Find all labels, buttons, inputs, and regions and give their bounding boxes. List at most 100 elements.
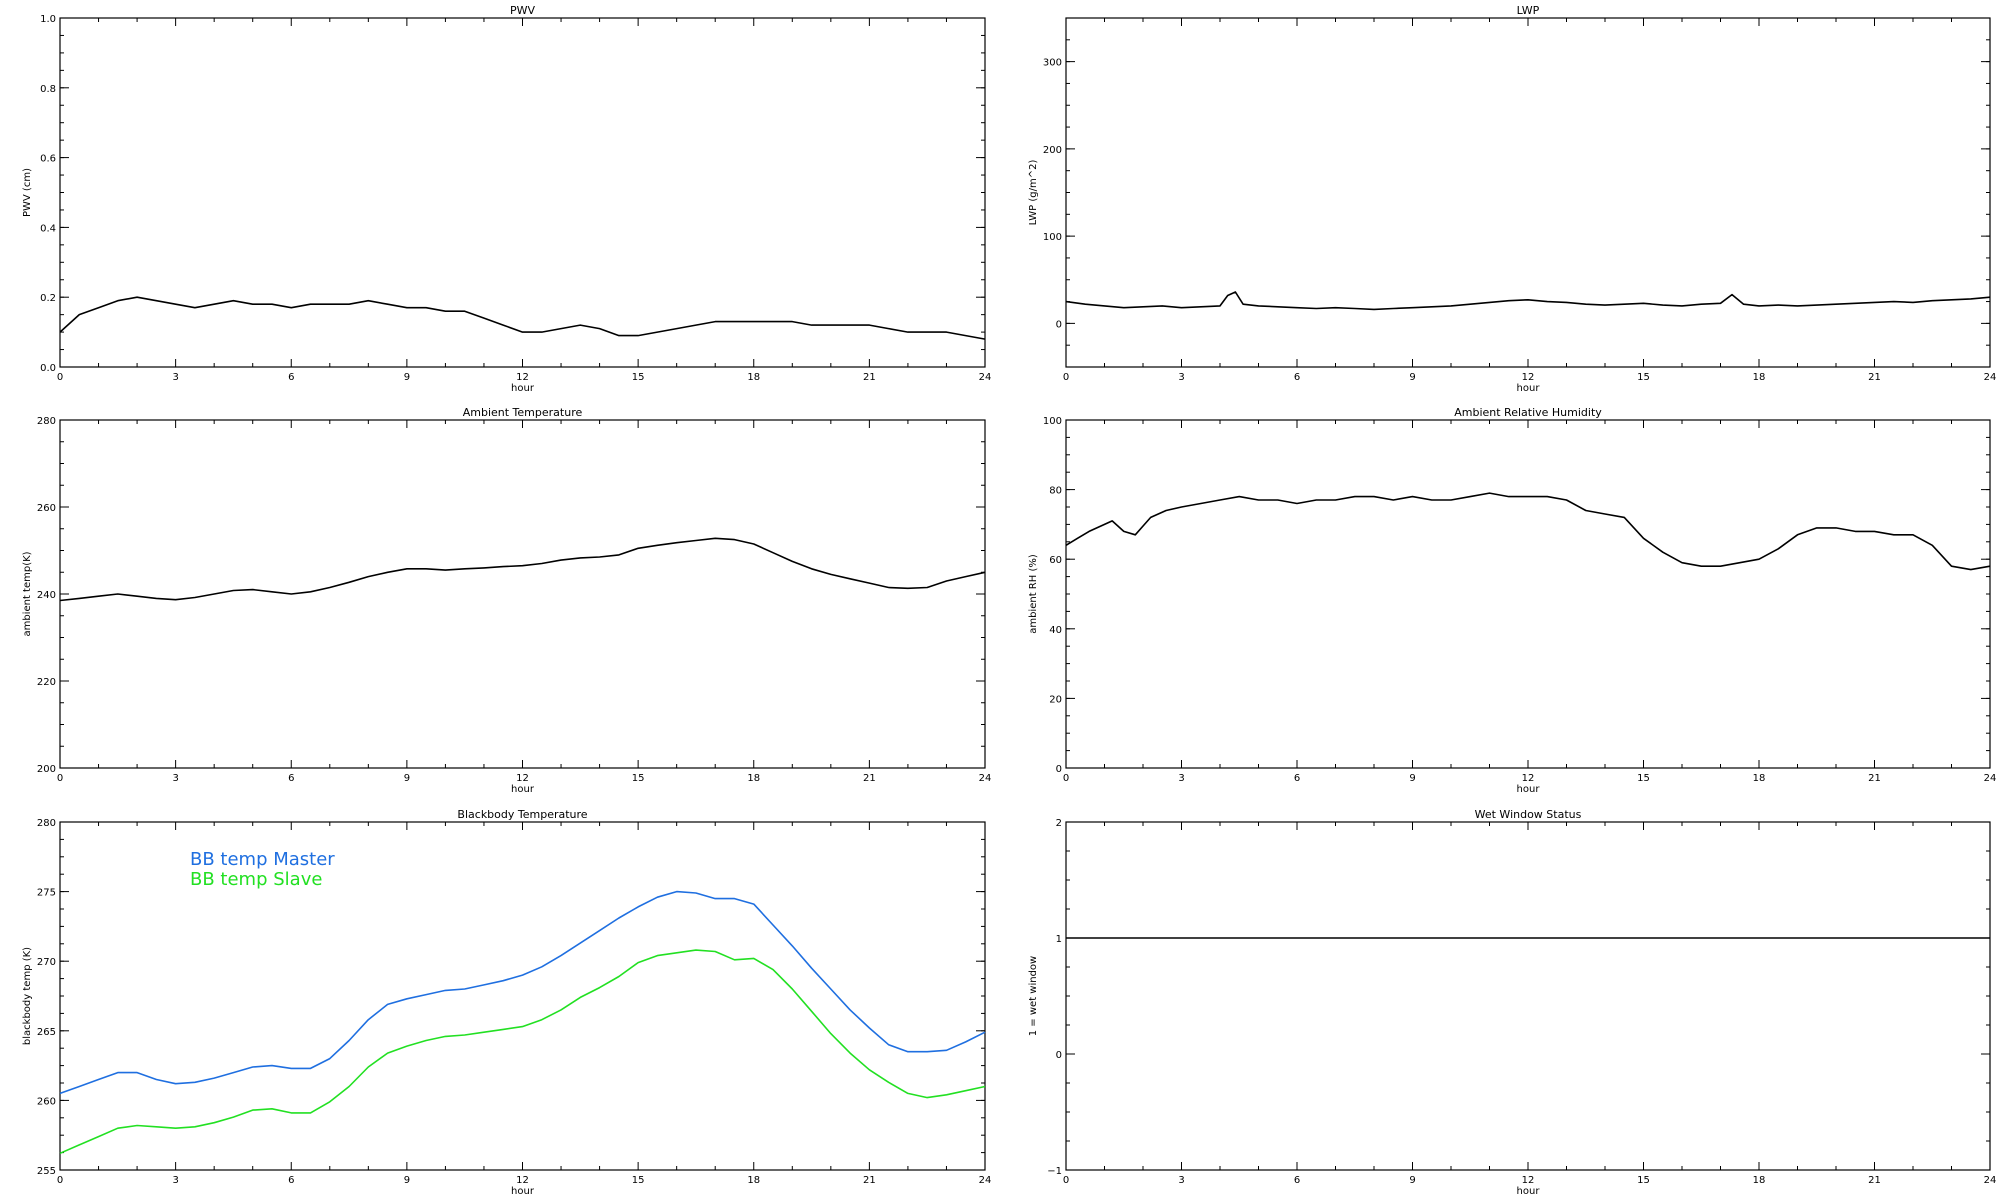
x-tick-label: 24 (979, 1175, 992, 1186)
plot-frame (1065, 821, 1991, 1171)
x-tick-label: 12 (1522, 1175, 1535, 1186)
x-tick-label: 3 (172, 1175, 178, 1186)
y-tick-label: 2 (1056, 818, 1062, 829)
x-tick-label: 3 (172, 372, 178, 383)
x-tick-label: 9 (1409, 773, 1415, 784)
y-axis-label: PWV (cm) (22, 168, 33, 217)
y-tick-label: 270 (37, 957, 56, 968)
y-tick-label: 1 (1056, 934, 1062, 945)
chart-title: PWV (510, 4, 536, 17)
y-tick-label: 0 (1056, 1050, 1062, 1061)
x-tick-label: 15 (632, 1175, 645, 1186)
chart-panel-4: Ambient Relative Humidity hour ambient RH … (1028, 406, 1996, 795)
x-tick-label: 9 (404, 372, 410, 383)
x-tick-label: 6 (1294, 372, 1300, 383)
x-tick-label: 3 (1178, 372, 1184, 383)
x-tick-label: 0 (57, 1175, 63, 1186)
y-axis-label: ambient RH (%) (1028, 554, 1039, 634)
chart-title: Ambient Temperature (463, 406, 583, 419)
series-line-1 (1065, 492, 1991, 571)
x-tick-label: 21 (863, 773, 876, 784)
x-tick-label: 15 (632, 773, 645, 784)
x-tick-label: 9 (1409, 1175, 1415, 1186)
y-tick-label: 60 (1049, 555, 1062, 566)
chart-panel-6: Wet Window Status hour 1 = wet window 0 3 6 9 1… (1028, 808, 1996, 1197)
y-tick-label: 0.2 (40, 293, 56, 304)
x-tick-label: 18 (1753, 773, 1766, 784)
plot-frame (59, 419, 986, 769)
series-line-1 (59, 890, 986, 1095)
y-axis-label: ambient temp(K) (22, 551, 33, 636)
x-tick-label: 24 (1984, 1175, 1997, 1186)
x-tick-label: 18 (747, 372, 760, 383)
y-tick-label: 40 (1049, 625, 1062, 636)
x-axis-label: hour (1517, 383, 1541, 394)
x-tick-label: 6 (1294, 1175, 1300, 1186)
x-tick-label: 21 (863, 1175, 876, 1186)
x-tick-label: 18 (747, 1175, 760, 1186)
x-tick-label: 6 (1294, 773, 1300, 784)
x-tick-label: 3 (172, 773, 178, 784)
x-tick-label: 6 (288, 1175, 294, 1186)
chart-panel-2: LWP hour LWP (g/m^2) 0 3 6 9 12 15 18 21 24 0 100 200 3… (1028, 4, 1996, 394)
chart-panel-1: PWV hour PWV (cm) 0 3 6 9 12 15 18 21 24 0.0 0.2 0.4 0.… (22, 4, 991, 394)
y-tick-label: 220 (37, 677, 56, 688)
x-tick-label: 6 (288, 773, 294, 784)
x-tick-label: 15 (1637, 372, 1650, 383)
x-axis-label: hour (511, 383, 535, 394)
x-tick-label: 0 (57, 773, 63, 784)
y-tick-label: 0.8 (40, 84, 56, 95)
chart-title: LWP (1517, 4, 1540, 17)
y-tick-label: 240 (37, 590, 56, 601)
chart-title: Wet Window Status (1475, 808, 1582, 821)
x-tick-label: 9 (404, 1175, 410, 1186)
y-tick-label: 260 (37, 1096, 56, 1107)
x-axis-label: hour (1517, 784, 1541, 795)
x-tick-label: 18 (1753, 372, 1766, 383)
series-line-1 (59, 296, 986, 340)
x-tick-label: 15 (632, 372, 645, 383)
y-tick-label: 200 (37, 764, 56, 775)
x-tick-label: 0 (1063, 773, 1069, 784)
x-tick-label: 0 (57, 372, 63, 383)
x-tick-label: 15 (1637, 773, 1650, 784)
y-tick-label: 1.0 (40, 14, 56, 25)
x-tick-label: 3 (1178, 1175, 1184, 1186)
x-tick-label: 18 (747, 773, 760, 784)
x-tick-label: 12 (1522, 372, 1535, 383)
x-tick-label: 21 (1868, 1175, 1881, 1186)
y-tick-label: 0.0 (40, 363, 56, 374)
x-tick-label: 3 (1178, 773, 1184, 784)
plot-frame (1065, 419, 1991, 769)
y-tick-label: 0 (1056, 319, 1062, 330)
x-tick-label: 21 (1868, 773, 1881, 784)
chart-panel-3: Ambient Temperature hour ambient temp(K) 0 3… (22, 406, 991, 795)
x-axis-label: hour (1517, 1186, 1541, 1197)
y-tick-label: 200 (1043, 145, 1062, 156)
y-tick-label: 265 (37, 1027, 56, 1038)
series-line-2 (59, 949, 986, 1155)
y-tick-label: 280 (37, 416, 56, 427)
x-tick-label: 15 (1637, 1175, 1650, 1186)
x-tick-label: 12 (1522, 773, 1535, 784)
chart-panel-5: Blackbody Temperature hour blackbody temp … (22, 808, 991, 1197)
y-axis-label: LWP (g/m^2) (1028, 160, 1039, 226)
y-tick-label: 100 (1043, 416, 1062, 427)
series-line-1 (1065, 291, 1991, 311)
y-tick-label: 280 (37, 818, 56, 829)
x-tick-label: 6 (288, 372, 294, 383)
x-axis-label: hour (511, 1186, 535, 1197)
x-tick-label: 0 (1063, 372, 1069, 383)
x-axis-label: hour (511, 784, 535, 795)
y-tick-label: 260 (37, 503, 56, 514)
y-axis-label: 1 = wet window (1028, 956, 1039, 1036)
x-tick-label: 9 (404, 773, 410, 784)
x-tick-label: 24 (1984, 372, 1997, 383)
y-tick-label: 100 (1043, 232, 1062, 243)
x-tick-label: 24 (979, 372, 992, 383)
y-tick-label: 0.4 (40, 223, 56, 234)
series-line-1 (59, 537, 986, 602)
y-tick-label: 20 (1049, 694, 1062, 705)
